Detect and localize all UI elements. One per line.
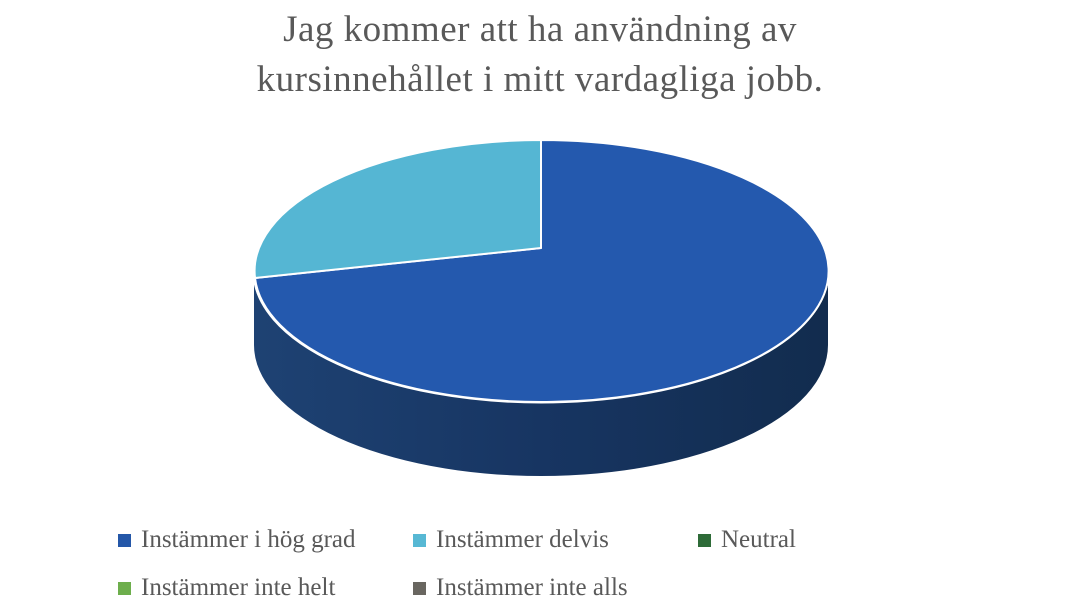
pie-slice-instammer-i-hog-grad <box>254 139 830 403</box>
legend-swatch-neutral <box>698 533 711 547</box>
legend-swatch-instammer-inte-alls <box>413 581 426 595</box>
chart-title: Jag kommer att ha användning av kursinne… <box>0 5 1080 105</box>
legend-item-instammer-inte-alls: Instämmer inte alls <box>413 571 628 603</box>
legend-item-instammer-i-hog-grad: Instämmer i hög grad <box>118 523 356 557</box>
legend-label: Instämmer delvis <box>436 526 609 553</box>
pie-slice-instammer-delvis <box>253 139 542 279</box>
legend-label: Instämmer i hög grad <box>141 526 356 553</box>
legend-item-instammer-inte-helt: Instämmer inte helt <box>118 571 335 603</box>
legend-swatch-instammer-i-hog-grad <box>118 533 131 547</box>
legend-label: Instämmer inte helt <box>141 574 336 601</box>
legend-label: Neutral <box>721 526 796 553</box>
pie-side-wall <box>254 271 828 476</box>
legend-item-instammer-delvis: Instämmer delvis <box>413 523 609 557</box>
legend-swatch-instammer-inte-helt <box>118 581 131 595</box>
chart-title-line1: Jag kommer att ha användning av <box>283 9 797 50</box>
legend-item-neutral: Neutral <box>698 523 796 557</box>
chart-title-line2: kursinnehållet i mitt vardagliga jobb. <box>256 59 824 100</box>
legend-swatch-instammer-delvis <box>413 533 426 547</box>
legend-label: Instämmer inte alls <box>436 574 628 601</box>
